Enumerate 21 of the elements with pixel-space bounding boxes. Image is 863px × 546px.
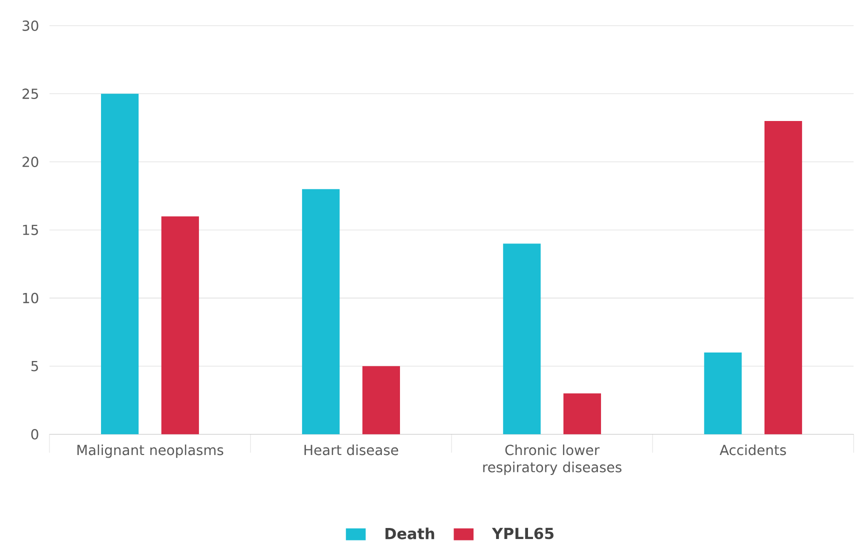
legend-label: YPLL65 bbox=[492, 528, 554, 539]
y-tick-label: 5 bbox=[31, 360, 38, 372]
y-tick-label: 15 bbox=[23, 224, 38, 235]
y-tick-label: 0 bbox=[31, 428, 38, 440]
bar bbox=[362, 366, 400, 434]
bar bbox=[302, 188, 340, 434]
bar bbox=[704, 352, 742, 434]
y-tick-label: 20 bbox=[22, 156, 38, 167]
y-tick-label: 30 bbox=[22, 20, 38, 31]
bar bbox=[503, 243, 541, 434]
y-tick-label: 10 bbox=[23, 292, 38, 304]
x-tick-label: Heart disease bbox=[304, 444, 398, 456]
legend-label: Death bbox=[386, 527, 434, 540]
y-tick-label: 25 bbox=[22, 88, 38, 99]
bar bbox=[101, 94, 139, 434]
x-tick-label: Chronic lower respiratory diseases bbox=[483, 444, 622, 475]
bar bbox=[764, 120, 802, 434]
x-tick-label: Accidents bbox=[720, 444, 786, 456]
bar bbox=[161, 216, 199, 434]
x-tick-label: Malignant neoplasms bbox=[77, 444, 224, 458]
bar bbox=[563, 393, 602, 434]
